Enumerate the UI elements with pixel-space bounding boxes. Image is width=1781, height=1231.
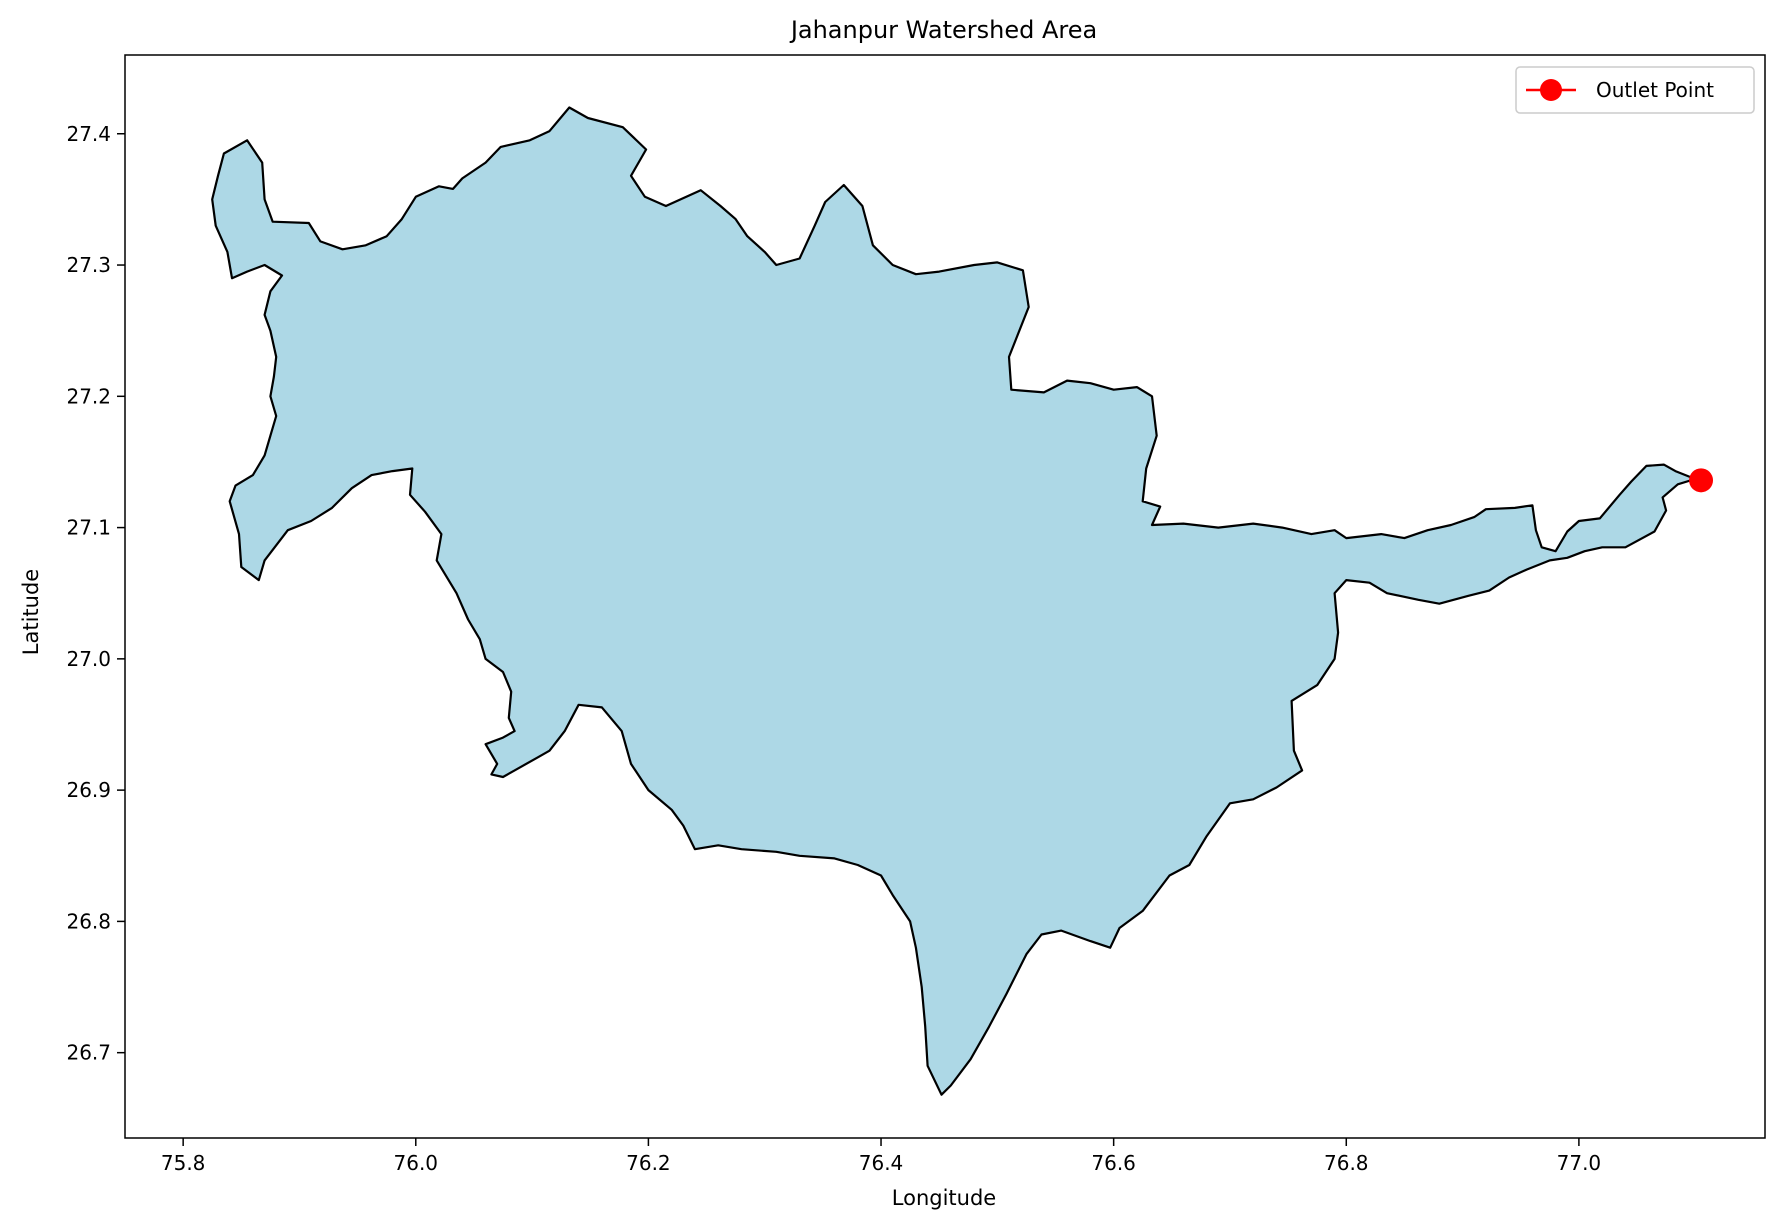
axes-frame (124, 54, 1766, 1139)
y-tick-label: 26.7 (66, 1041, 111, 1065)
y-tick-label: 27.1 (66, 516, 111, 540)
legend-marker (1540, 79, 1562, 101)
y-tick-label: 27.3 (66, 253, 111, 277)
legend-box (1515, 66, 1755, 114)
x-tick-label: 76.6 (1091, 1151, 1136, 1175)
watershed-polygon (211, 106, 1697, 1096)
x-tick-label: 76.8 (1324, 1151, 1369, 1175)
axes: 75.8 76.0 76.2 76.4 76.6 76.8 77.0 26.7 26.8 26.9… (66, 54, 1766, 1175)
x-tick-label: 76.2 (626, 1151, 671, 1175)
y-tick-label: 27.4 (66, 122, 111, 146)
y-tick-label: 26.9 (66, 778, 111, 802)
y-tick-label: 27.0 (66, 647, 111, 671)
y-tick-label: 27.2 (66, 384, 111, 408)
x-tick-label: 76.4 (859, 1151, 904, 1175)
legend: Outlet Point (1515, 66, 1755, 114)
chart-title: Jahanpur Watershed Area (789, 16, 1097, 44)
y-axis-label: Latitude (19, 569, 43, 655)
plot-marks (211, 106, 1714, 1096)
x-axis-label: Longitude (892, 1186, 996, 1210)
legend-label: Outlet Point (1596, 78, 1714, 102)
x-tick-label: 76.0 (394, 1151, 439, 1175)
x-tick-label: 75.8 (161, 1151, 206, 1175)
x-tick-label: 77.0 (1557, 1151, 1602, 1175)
y-tick-label: 26.8 (66, 909, 111, 933)
outlet-point-marker (1689, 468, 1714, 493)
